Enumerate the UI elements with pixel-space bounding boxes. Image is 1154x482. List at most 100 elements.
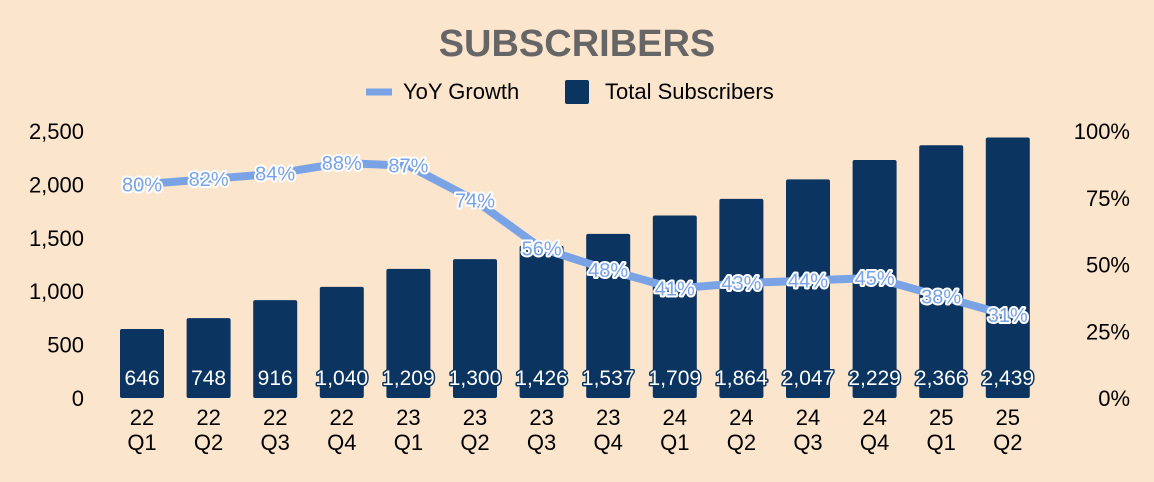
x-tick-quarter: Q2 [727,430,756,455]
line-value-label: 82% [189,169,229,191]
right-axis-ticks: 0% 25% 50% 75% 100% [1074,119,1130,411]
line-value-label: 56% [522,238,562,260]
x-tick-label: 22 Q2 [194,405,223,455]
x-tick-year: 23 [529,405,553,430]
bar [985,137,1030,398]
bar-data-labels: 646 748 916 1,040 1,209 1,300 1,426 1,537 1,709 1… [123,366,1036,392]
line-value-label: 44% [788,271,828,293]
x-tick-label: 23 Q3 [527,405,556,455]
x-tick-label: 25 Q2 [993,405,1022,455]
bar-value-label: 2,047 [782,367,835,390]
bar [120,329,164,398]
x-tick-year: 24 [796,405,820,430]
x-tick-quarter: Q2 [194,430,223,455]
line-value-label: 87% [388,156,428,178]
legend-label-yoy-growth: YoY Growth [403,79,519,104]
x-tick-year: 23 [596,405,620,430]
bar-value-label: 1,537 [582,367,635,390]
bar [519,245,564,398]
x-tick-year: 22 [130,405,154,430]
x-tick-quarter: Q1 [127,430,156,455]
line-value-label: 80% [122,174,162,196]
bar [319,286,364,398]
bar [919,145,964,398]
bar [386,268,431,398]
x-tick-label: 23 Q2 [460,405,489,455]
bar [786,179,830,398]
x-tick-quarter: Q1 [394,430,423,455]
x-tick-label: 23 Q4 [594,405,623,455]
right-tick-label: 75% [1086,186,1130,211]
line-value-label: 84% [255,164,295,186]
right-tick-label: 0% [1098,386,1130,411]
line-data-labels: 80% 82% 84% 88% 87% 74% 56% 48% 41% 43% 44% 45% 38% 3… [120,151,1030,329]
bar [253,300,298,398]
bar [453,259,497,398]
x-tick-quarter: Q1 [927,430,956,455]
line-value-label: 88% [322,153,362,175]
left-tick-label: 2,000 [29,172,84,197]
x-tick-label: 22 Q4 [327,405,356,455]
left-axis-ticks: 0 500 1,000 1,500 2,000 2,500 [29,119,84,411]
x-tick-label: 24 Q1 [660,405,689,455]
bar-value-label: 1,709 [649,367,702,390]
bar-value-label: 1,209 [382,367,435,390]
chart-title: SUBSCRIBERS [439,23,716,65]
legend: YoY Growth Total Subscribers [366,79,774,104]
x-tick-year: 23 [463,405,487,430]
line-value-label: 41% [655,279,695,301]
bar-value-label: 2,439 [982,367,1035,390]
x-tick-label: 22 Q1 [127,405,156,455]
bar [652,215,697,398]
line-value-label: 31% [988,305,1028,327]
left-tick-label: 1,000 [29,279,84,304]
line-value-label: 45% [855,268,895,290]
right-tick-label: 25% [1086,319,1130,344]
x-tick-year: 22 [263,405,287,430]
line-series-yoy-growth [138,159,1012,320]
line-value-label: 48% [588,260,628,282]
bar-value-label: 1,426 [515,367,568,390]
x-tick-quarter: Q4 [327,430,356,455]
line-value-label: 38% [921,287,961,309]
x-tick-quarter: Q4 [594,430,623,455]
bar-value-label: 1,040 [316,367,369,390]
x-tick-year: 22 [330,405,354,430]
x-tick-year: 25 [929,405,953,430]
x-tick-quarter: Q3 [527,430,556,455]
x-tick-label: 22 Q3 [261,405,290,455]
x-tick-year: 22 [196,405,220,430]
x-tick-label: 25 Q1 [927,405,956,455]
x-tick-year: 24 [729,405,753,430]
x-tick-quarter: Q3 [793,430,822,455]
x-tick-quarter: Q2 [993,430,1022,455]
x-tick-year: 23 [396,405,420,430]
bar-value-label: 1,864 [715,367,768,390]
bar-value-label: 2,229 [848,367,901,390]
x-tick-year: 25 [996,405,1020,430]
legend-swatch-total-subscribers [565,80,589,104]
x-tick-year: 24 [663,405,687,430]
left-tick-label: 0 [72,386,84,411]
bar-value-label: 1,300 [449,367,502,390]
x-tick-label: 23 Q1 [394,405,423,455]
line-value-label: 74% [455,190,495,212]
x-tick-quarter: Q1 [660,430,689,455]
line-value-label: 43% [721,273,761,295]
bar-value-label: 2,366 [915,367,968,390]
bar-value-label: 646 [124,367,159,390]
right-tick-label: 100% [1074,119,1130,144]
left-tick-label: 500 [47,333,84,358]
legend-label-total-subscribers: Total Subscribers [605,79,774,104]
yoy-growth-line [138,159,1012,320]
bar [719,198,764,398]
x-tick-quarter: Q3 [261,430,290,455]
x-tick-quarter: Q2 [460,430,489,455]
bar [186,318,231,398]
x-tick-label: 24 Q2 [727,405,756,455]
bar-value-label: 916 [258,367,293,390]
x-tick-label: 24 Q4 [860,405,889,455]
x-tick-quarter: Q4 [860,430,889,455]
